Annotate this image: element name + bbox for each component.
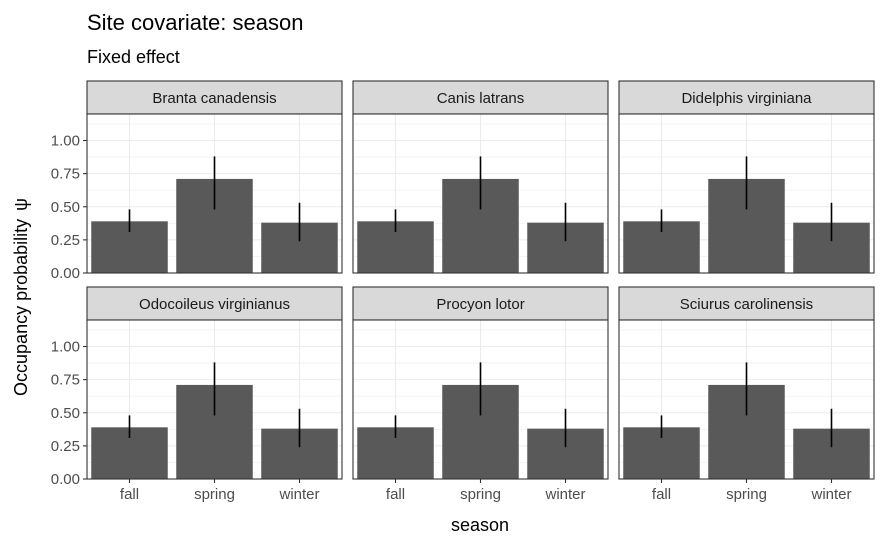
y-tick-label: 0.50 (51, 405, 80, 422)
panel-border (86, 113, 343, 274)
y-axis-title: Occupancy probability ψ (11, 198, 31, 396)
y-tick-label: 0.75 (51, 166, 80, 183)
facet-strip (618, 80, 875, 115)
x-tick-label: fall (120, 486, 139, 503)
y-tick-label: 1.00 (51, 133, 80, 150)
facet-panel: Branta canadensis 0.00 0.25 0.50 0.75 1.00 (51, 80, 343, 282)
y-tick-label: 0.00 (51, 265, 80, 282)
y-axis-title-text: Occupancy probability (11, 219, 31, 396)
y-tick-label: 0.25 (51, 232, 80, 249)
y-tick-label: 0.75 (51, 372, 80, 389)
facet-strip (86, 80, 343, 115)
chart-title: Site covariate: season (87, 10, 303, 35)
x-tick-label: spring (460, 486, 501, 503)
facet-strip-label: Didelphis virginiana (681, 90, 812, 107)
facet-panel: Sciurus carolinensis fall spring winter (618, 286, 875, 503)
x-tick-label: fall (652, 486, 671, 503)
x-tick-label: winter (544, 486, 585, 503)
x-tick-label: spring (194, 486, 235, 503)
panel-border (352, 113, 609, 274)
facet-strip (618, 286, 875, 321)
chart-subtitle: Fixed effect (87, 47, 180, 67)
facet-strip (352, 80, 609, 115)
y-tick-label: 0.25 (51, 438, 80, 455)
x-tick-label: fall (386, 486, 405, 503)
facet-panel: Procyon lotor fall spring winter (352, 286, 609, 503)
x-axis-title: season (451, 515, 509, 535)
facet-strip-label: Procyon lotor (436, 296, 524, 313)
x-tick-label: spring (726, 486, 767, 503)
y-tick-label: 1.00 (51, 339, 80, 356)
x-tick-label: winter (278, 486, 319, 503)
y-axis-psi-symbol: ψ (11, 198, 31, 211)
facet-panel: Odocoileus virginianus 0.00 0.25 0.50 0.75 1.… (51, 286, 343, 503)
facet-panel: Canis latrans (352, 80, 609, 274)
facet-strip-label: Branta canadensis (152, 90, 276, 107)
panel-border (618, 113, 875, 274)
facet-strip-label: Odocoileus virginianus (139, 296, 290, 313)
facet-strip-label: Sciurus carolinensis (680, 296, 813, 313)
facet-strip (352, 286, 609, 321)
facet-strip-label: Canis latrans (437, 90, 525, 107)
facet-panel: Didelphis virginiana (618, 80, 875, 274)
x-tick-label: winter (810, 486, 851, 503)
y-tick-label: 0.50 (51, 199, 80, 216)
facet-grid: Branta canadensis 0.00 0.25 0.50 0.75 1.00 Can… (51, 80, 875, 503)
facet-strip (86, 286, 343, 321)
y-tick-label: 0.00 (51, 471, 80, 488)
